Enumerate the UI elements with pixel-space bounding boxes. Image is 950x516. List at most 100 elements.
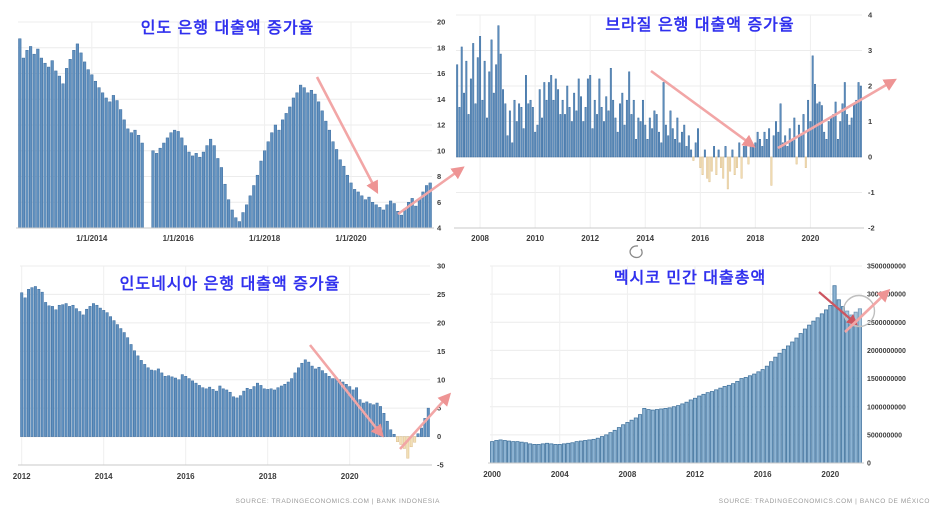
- bar: [21, 57, 25, 229]
- bar: [582, 121, 585, 158]
- bar: [773, 356, 778, 464]
- bar: [718, 387, 723, 464]
- bar: [676, 405, 681, 464]
- bar: [614, 117, 617, 158]
- bar: [745, 139, 748, 158]
- bar: [708, 156, 711, 183]
- bar: [51, 306, 54, 437]
- bar: [836, 299, 841, 464]
- bar: [520, 107, 523, 158]
- bar: [204, 388, 208, 437]
- bar: [839, 121, 842, 158]
- bar: [650, 409, 655, 464]
- bar: [621, 424, 626, 464]
- bar: [235, 397, 239, 437]
- bar: [248, 195, 252, 229]
- bar: [341, 381, 345, 437]
- bar: [163, 376, 167, 437]
- bar: [635, 139, 638, 158]
- bar: [81, 314, 85, 437]
- bar: [374, 204, 378, 229]
- chart-india-loan-growth: 인도 은행 대출액 증가율 20 18 16 14 12 10 8 6 4 1/1/2014 1/1…: [0, 0, 455, 255]
- x-tick-label: 2016: [754, 470, 772, 479]
- bar: [167, 375, 171, 437]
- bar: [511, 142, 514, 158]
- bar: [177, 379, 181, 437]
- bar: [423, 418, 427, 437]
- bar: [591, 438, 596, 464]
- x-tick-label: 1/1/2020: [335, 234, 367, 243]
- bar: [363, 199, 367, 229]
- bar: [139, 360, 143, 437]
- y-tick-label: 16: [437, 69, 445, 78]
- bar: [752, 146, 754, 158]
- bar: [736, 156, 738, 168]
- bar: [39, 57, 43, 229]
- bar: [153, 370, 157, 437]
- bar: [820, 105, 823, 158]
- bar: [790, 341, 795, 464]
- bar: [169, 132, 173, 229]
- bar: [658, 131, 660, 158]
- bar: [807, 324, 812, 464]
- bar: [827, 121, 830, 158]
- indonesia-bar-plot: 30 25 20 15 10 5 0 -5 2012 2014 2016 2018 2020: [13, 262, 446, 481]
- y-tick-label: 18: [437, 43, 445, 52]
- x-tick-label: 1/1/2014: [76, 234, 108, 243]
- x-tick-label: 2018: [746, 234, 764, 243]
- bar: [761, 146, 764, 158]
- bar: [180, 137, 184, 229]
- bar: [228, 391, 232, 437]
- bar: [32, 53, 36, 229]
- bar: [281, 119, 285, 229]
- bar: [824, 309, 829, 464]
- bar: [519, 441, 524, 464]
- bar: [385, 204, 389, 229]
- bar: [187, 378, 191, 437]
- bar: [155, 153, 159, 229]
- bar: [221, 388, 225, 437]
- x-tick-label: 2018: [259, 472, 277, 481]
- bar: [428, 182, 432, 229]
- bar: [653, 110, 656, 158]
- bar: [659, 408, 664, 464]
- x-tick-label: 2008: [618, 470, 636, 479]
- bar: [361, 402, 365, 437]
- bar: [324, 120, 328, 229]
- bar: [109, 316, 113, 437]
- bar: [122, 119, 126, 229]
- bar: [104, 97, 108, 229]
- bar: [714, 389, 719, 464]
- bar: [262, 388, 266, 437]
- bar: [798, 333, 803, 464]
- bar: [273, 124, 277, 229]
- bar: [497, 25, 500, 158]
- bar: [605, 96, 608, 158]
- bar: [602, 121, 605, 158]
- bar: [252, 386, 256, 437]
- bar: [494, 440, 499, 464]
- bar: [699, 156, 702, 168]
- bar: [98, 307, 102, 437]
- bar: [309, 89, 313, 229]
- bar: [463, 92, 465, 158]
- bar: [85, 308, 89, 437]
- bar: [772, 135, 775, 158]
- bar: [769, 361, 774, 464]
- bar: [671, 128, 674, 158]
- bar: [143, 364, 147, 437]
- bar: [536, 444, 541, 464]
- bar: [609, 68, 612, 158]
- bar: [406, 436, 410, 459]
- bar: [57, 304, 61, 437]
- bar: [527, 103, 530, 158]
- x-tick-label: 2016: [177, 472, 195, 481]
- bar: [283, 384, 287, 437]
- bar: [187, 151, 191, 229]
- bar: [345, 174, 349, 229]
- bar: [242, 390, 246, 437]
- bar: [587, 439, 592, 464]
- bar: [481, 99, 484, 158]
- bar: [638, 414, 643, 464]
- x-tick-label: 2016: [691, 234, 709, 243]
